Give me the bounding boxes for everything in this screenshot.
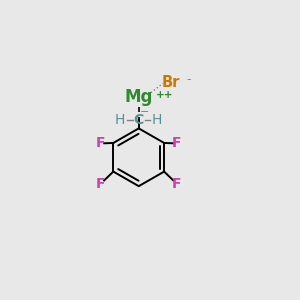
Text: F: F (172, 136, 182, 150)
Text: ++: ++ (156, 90, 174, 100)
Text: F: F (96, 177, 105, 191)
Text: Mg: Mg (124, 88, 153, 106)
Text: F: F (96, 136, 105, 150)
Text: H: H (152, 113, 162, 127)
Text: C: C (134, 113, 144, 127)
Text: -: - (186, 73, 190, 86)
Text: Br: Br (162, 75, 180, 90)
Text: −: − (140, 107, 149, 117)
Text: H: H (115, 113, 125, 127)
Text: F: F (172, 177, 182, 191)
